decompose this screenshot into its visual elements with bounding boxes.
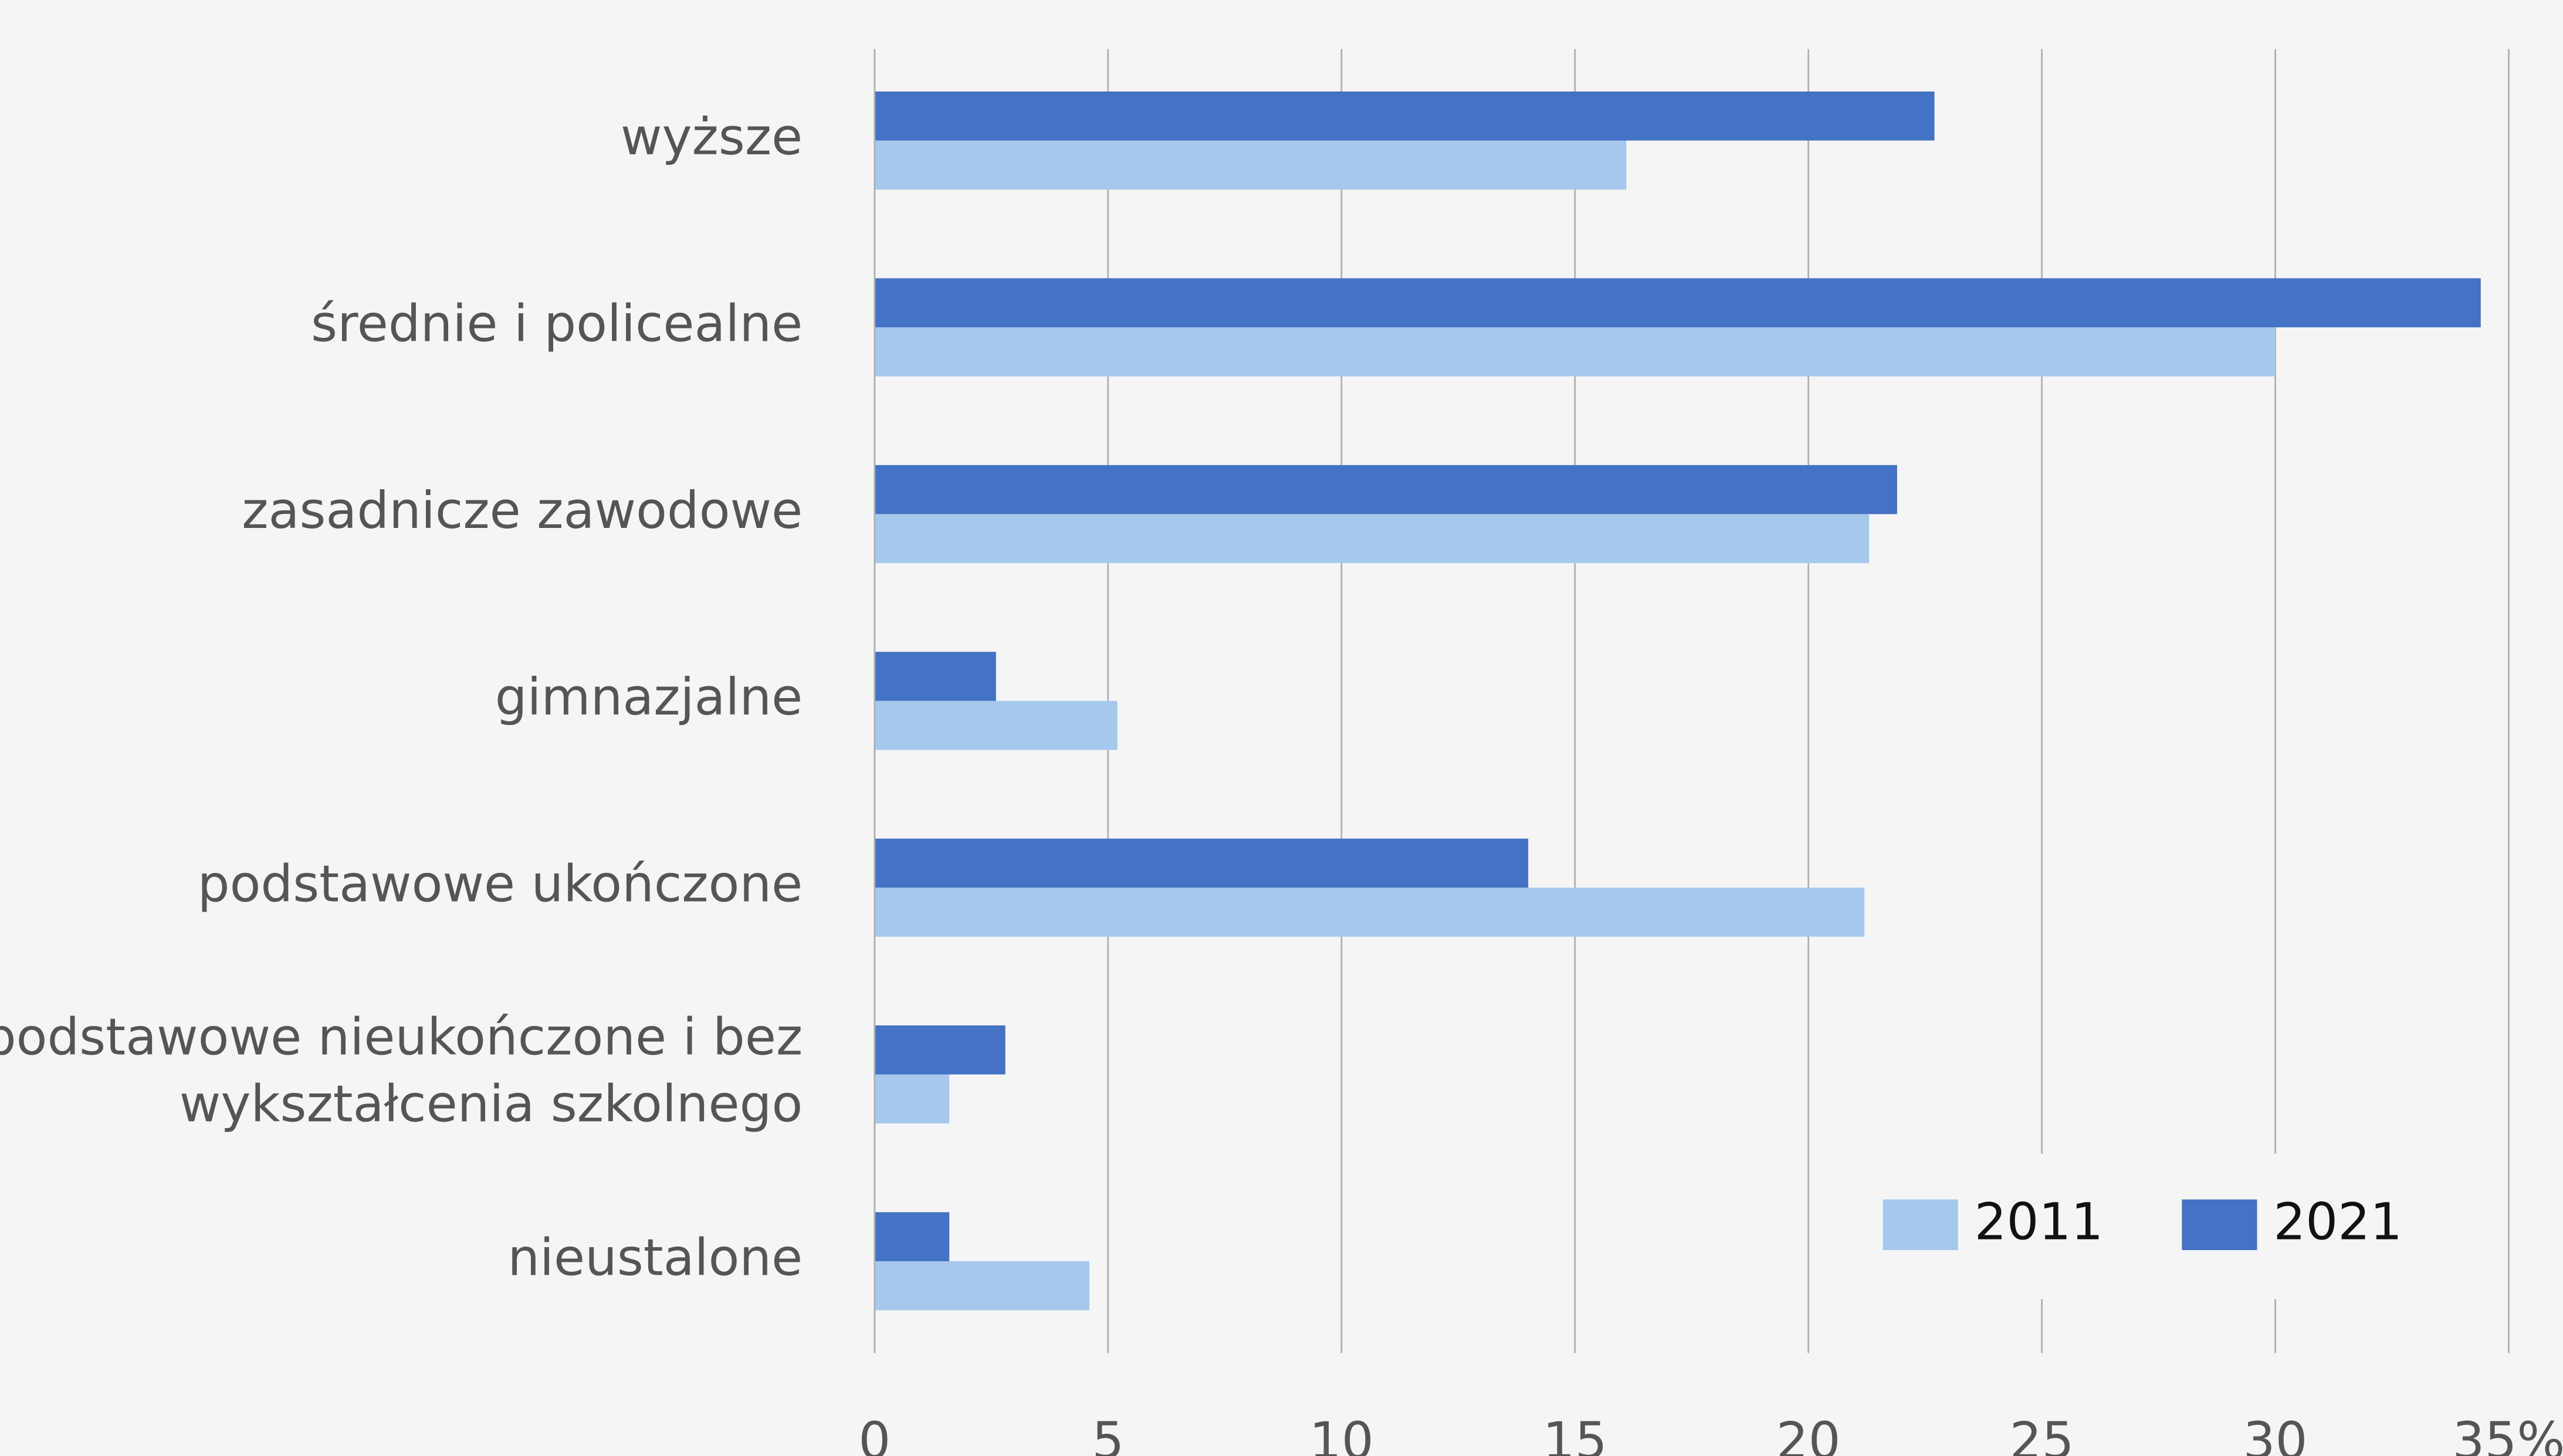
x-tick-label: 10	[1309, 1412, 1374, 1456]
category-label: zasadnicze zawodowe	[242, 482, 803, 540]
x-tick-label: 30	[2243, 1412, 2308, 1456]
legend-label: 2011	[1975, 1193, 2104, 1252]
category-label: gimnazjalne	[495, 668, 803, 727]
bar	[874, 514, 1870, 563]
bar	[874, 838, 1529, 888]
bar	[874, 1261, 1089, 1311]
legend-label: 2021	[2273, 1193, 2402, 1252]
bar	[874, 700, 1118, 750]
bar	[874, 327, 2276, 377]
x-tick-label: 35%	[2453, 1412, 2563, 1456]
x-tick-label: 5	[1092, 1412, 1124, 1456]
category-label: podstawowe nieukończone i bez wykształcen…	[0, 1008, 803, 1134]
legend-swatch	[2182, 1199, 2257, 1251]
bar	[874, 465, 1897, 514]
category-label: wyższe	[621, 108, 803, 167]
bar	[874, 91, 1935, 141]
category-label: średnie i policealne	[311, 294, 803, 353]
bar	[874, 1025, 1005, 1075]
bar	[874, 652, 996, 701]
x-tick-label: 25	[2010, 1412, 2074, 1456]
bar	[874, 278, 2481, 327]
bar	[874, 140, 1627, 190]
x-tick-label: 0	[858, 1412, 891, 1456]
x-tick-label: 20	[1776, 1412, 1841, 1456]
category-label: podstawowe ukończone	[198, 855, 803, 914]
bar	[874, 1212, 950, 1261]
bar	[874, 888, 1865, 937]
category-label: nieustalone	[507, 1228, 803, 1287]
x-tick-label: 15	[1543, 1412, 1607, 1456]
legend-swatch	[1883, 1199, 1958, 1251]
bar	[874, 1074, 950, 1124]
